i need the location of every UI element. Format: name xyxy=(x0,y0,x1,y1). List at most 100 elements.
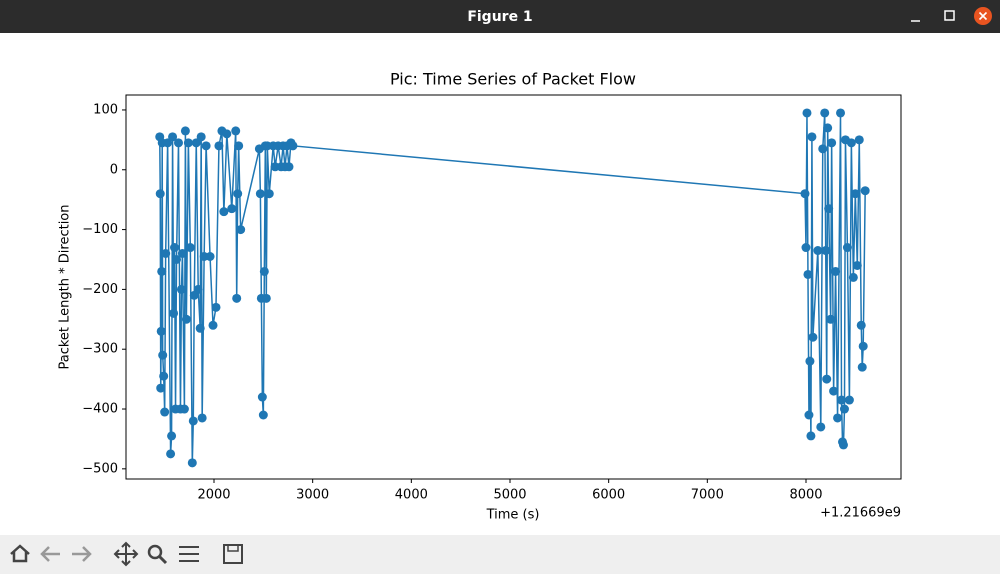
configure-button[interactable] xyxy=(179,546,199,562)
data-point xyxy=(821,246,831,256)
pan-button[interactable] xyxy=(113,541,139,567)
data-point xyxy=(805,356,815,366)
data-point xyxy=(836,108,846,118)
save-label xyxy=(227,544,239,552)
data-point xyxy=(231,126,241,136)
data-point xyxy=(801,243,811,253)
data-point xyxy=(860,186,870,196)
zoom-lens xyxy=(147,544,163,560)
data-point xyxy=(181,314,191,324)
data-point xyxy=(208,320,218,330)
x-tick-label: 4000 xyxy=(395,488,428,503)
data-point xyxy=(156,383,166,393)
data-point xyxy=(185,243,195,253)
y-tick-label: −200 xyxy=(82,282,118,297)
zoom-handle xyxy=(157,554,168,565)
back-button[interactable] xyxy=(40,546,60,562)
x-tick-label: 3000 xyxy=(296,488,329,503)
data-point xyxy=(264,189,274,199)
y-tick-label: −300 xyxy=(82,342,118,357)
y-tick-label: −400 xyxy=(82,402,118,417)
data-point xyxy=(222,129,232,139)
close-button[interactable] xyxy=(974,7,992,25)
save-button[interactable] xyxy=(223,544,243,564)
data-point xyxy=(170,243,180,253)
data-point xyxy=(804,410,814,420)
data-point xyxy=(155,189,165,199)
title-bar xyxy=(0,0,1000,33)
data-point xyxy=(167,431,177,441)
data-point xyxy=(211,302,221,312)
data-point xyxy=(158,350,168,360)
data-point xyxy=(850,189,860,199)
data-point xyxy=(822,374,832,384)
data-point xyxy=(161,249,171,259)
x-tick-label: 8000 xyxy=(789,488,822,503)
data-point xyxy=(848,272,858,282)
data-point xyxy=(816,422,826,432)
y-axis-label: Packet Length * Direction xyxy=(58,205,73,370)
data-point xyxy=(214,141,224,151)
x-tick-label: 7000 xyxy=(691,488,724,503)
data-point xyxy=(837,395,847,405)
plot-area: −500 −400 −300 −200 −100 0 100 2000 3000 4000 5000… xyxy=(82,102,870,503)
data-point xyxy=(808,332,818,342)
data-point xyxy=(854,135,864,145)
data-point xyxy=(191,138,201,148)
data-point xyxy=(857,362,867,372)
home-button[interactable] xyxy=(10,544,30,563)
forward-button[interactable] xyxy=(72,546,92,562)
data-point xyxy=(156,326,166,336)
data-point xyxy=(838,440,848,450)
data-point xyxy=(157,266,167,276)
window-title: Figure 1 xyxy=(467,9,532,25)
data-point xyxy=(163,138,173,148)
x-tick-label: 6000 xyxy=(592,488,625,503)
data-point xyxy=(858,341,868,351)
data-point xyxy=(159,371,169,381)
data-point xyxy=(195,323,205,333)
data-point xyxy=(166,449,176,459)
y-tick-label: −500 xyxy=(82,461,118,476)
data-point xyxy=(846,138,856,148)
data-point xyxy=(180,126,190,136)
data-point xyxy=(813,246,823,256)
data-point xyxy=(829,386,839,396)
data-point xyxy=(284,162,294,172)
data-point xyxy=(196,132,206,142)
data-point xyxy=(188,416,198,426)
y-tick-label: −100 xyxy=(82,222,118,237)
data-point xyxy=(827,138,837,148)
maximize-button[interactable] xyxy=(944,10,955,21)
data-point xyxy=(255,189,265,199)
data-point xyxy=(856,320,866,330)
data-point xyxy=(172,254,182,264)
data-point xyxy=(193,284,203,294)
data-point xyxy=(261,293,271,303)
data-point xyxy=(177,249,187,259)
data-point xyxy=(201,141,211,151)
data-point xyxy=(257,392,267,402)
data-point xyxy=(806,431,816,441)
close-icon xyxy=(978,11,988,21)
x-tick-label: 5000 xyxy=(493,488,526,503)
data-point xyxy=(842,243,852,253)
data-point xyxy=(820,108,830,118)
data-point xyxy=(219,207,229,217)
data-point xyxy=(258,410,268,420)
data-point xyxy=(839,404,849,414)
data-point xyxy=(288,141,298,151)
data-point xyxy=(183,138,193,148)
data-point xyxy=(173,138,183,148)
data-point xyxy=(802,108,812,118)
data-point xyxy=(833,413,843,423)
data-point xyxy=(831,266,841,276)
x-axis-label: Time (s) xyxy=(486,508,540,523)
data-point xyxy=(168,132,178,142)
axes-frame xyxy=(125,94,902,480)
data-point xyxy=(227,204,237,214)
chart-title: Pic: Time Series of Packet Flow xyxy=(390,70,636,89)
zoom-button[interactable] xyxy=(147,544,168,565)
